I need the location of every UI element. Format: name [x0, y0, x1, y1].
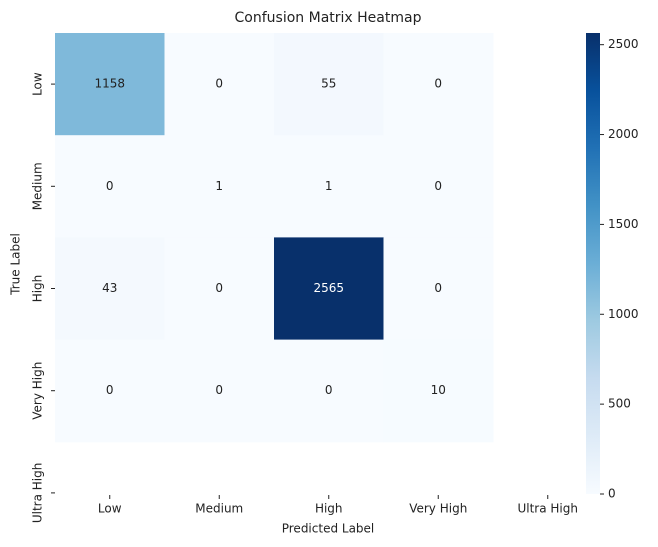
x-tick-label: High [315, 502, 343, 516]
heatmap-cell [164, 339, 275, 443]
x-tick-label: Medium [195, 502, 243, 516]
cell-label: 1158 [94, 77, 125, 91]
y-axis-label: True Label [9, 233, 23, 296]
cell-label: 0 [215, 383, 223, 397]
heatmap-cell [383, 339, 494, 443]
heatmap-cell [164, 33, 275, 136]
cell-label: 1 [325, 179, 333, 193]
y-tick-label: High [31, 275, 45, 303]
y-tick-label: Low [31, 72, 45, 96]
cell-label: 2565 [313, 281, 344, 295]
cell-label: 55 [321, 77, 336, 91]
cell-label: 0 [215, 281, 223, 295]
x-tick-label: Very High [409, 502, 467, 516]
cell-label: 43 [102, 281, 117, 295]
heatmap-cell [274, 33, 384, 136]
cell-label: 0 [215, 77, 223, 91]
heatmap-cell [383, 135, 494, 238]
cell-label: 0 [434, 179, 442, 193]
cell-label: 0 [434, 77, 442, 91]
colorbar-tick-label: 0 [608, 487, 616, 501]
colorbar-tick-label: 1000 [608, 307, 639, 321]
x-axis-label: Predicted Label [282, 522, 375, 536]
y-tick-label: Medium [31, 162, 45, 210]
cell-label: 10 [431, 383, 446, 397]
cell-label: 0 [106, 383, 114, 397]
heatmap-cell [383, 33, 494, 136]
colorbar [586, 33, 600, 494]
heatmap-cell [55, 237, 165, 341]
cell-label: 0 [106, 179, 114, 193]
heatmap-cell [274, 135, 384, 238]
colorbar-tick-label: 2500 [608, 37, 639, 51]
heatmap-cell [274, 339, 384, 443]
heatmap-cell [164, 237, 275, 341]
heatmap-cell [383, 237, 494, 341]
heatmap-cell [164, 135, 275, 238]
colorbar-tick-label: 1500 [608, 217, 639, 231]
heatmap-cell [55, 339, 165, 443]
heatmap-cell [55, 135, 165, 238]
heatmap-cell [55, 33, 165, 136]
heatmap-cell [274, 237, 384, 341]
chart-title: Confusion Matrix Heatmap [235, 10, 422, 26]
cell-label: 0 [325, 383, 333, 397]
colorbar-tick-label: 500 [608, 397, 631, 411]
y-tick-label: Very High [31, 362, 45, 420]
x-tick-label: Low [98, 502, 122, 516]
x-tick-label: Ultra High [517, 502, 578, 516]
y-tick-label: Ultra High [31, 463, 45, 524]
colorbar-tick-label: 2000 [608, 127, 639, 141]
cell-label: 0 [434, 281, 442, 295]
cell-label: 1 [215, 179, 223, 193]
